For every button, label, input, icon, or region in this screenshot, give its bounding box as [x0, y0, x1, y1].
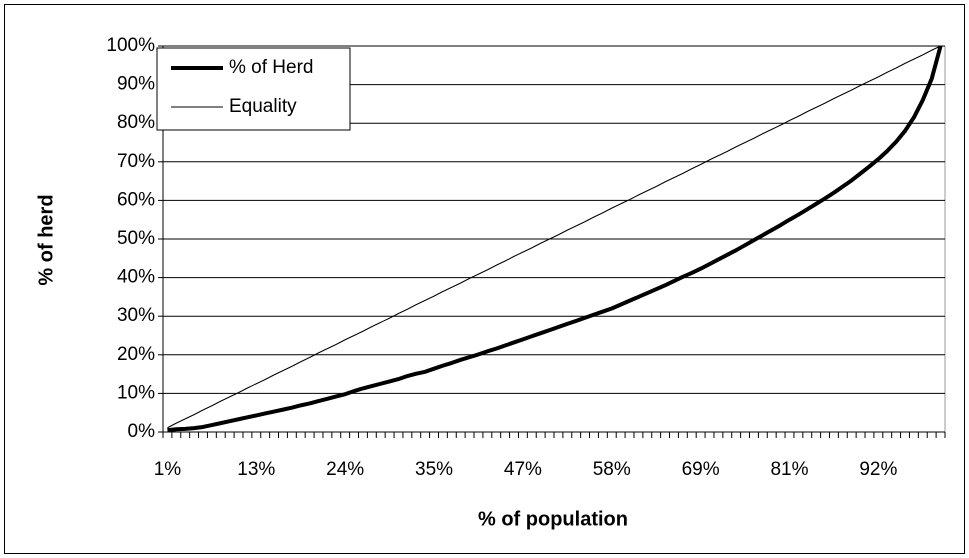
- legend-label: % of Herd: [229, 57, 313, 78]
- y-tick-label: 40%: [117, 267, 155, 288]
- x-tick-label: 24%: [326, 459, 364, 480]
- y-axis-title: % of herd: [35, 194, 57, 285]
- y-tick-label: 10%: [117, 382, 155, 403]
- x-tick-label: 58%: [593, 459, 631, 480]
- y-tick-label: 20%: [117, 344, 155, 365]
- legend-label: Equality: [229, 96, 297, 117]
- series-line: [167, 45, 941, 429]
- y-tick-label: 100%: [106, 35, 155, 56]
- y-tick-label: 90%: [117, 74, 155, 95]
- x-tick-label: 69%: [682, 459, 720, 480]
- y-tick-label: 80%: [117, 112, 155, 133]
- y-tick-label: 70%: [117, 151, 155, 172]
- y-tick-label: 60%: [117, 189, 155, 210]
- y-tick-label: 50%: [117, 228, 155, 249]
- x-tick-label: 92%: [859, 459, 897, 480]
- y-tick-label: 30%: [117, 305, 155, 326]
- x-tick-label: 47%: [504, 459, 542, 480]
- legend-box: [156, 47, 351, 131]
- x-tick-label: 81%: [770, 459, 808, 480]
- x-tick-label: 1%: [154, 459, 182, 480]
- x-axis-title: % of population: [478, 508, 628, 530]
- y-tick-label: 0%: [128, 421, 156, 442]
- series-line: [167, 45, 943, 433]
- x-tick-label: 13%: [237, 459, 275, 480]
- x-tick-label: 35%: [415, 459, 453, 480]
